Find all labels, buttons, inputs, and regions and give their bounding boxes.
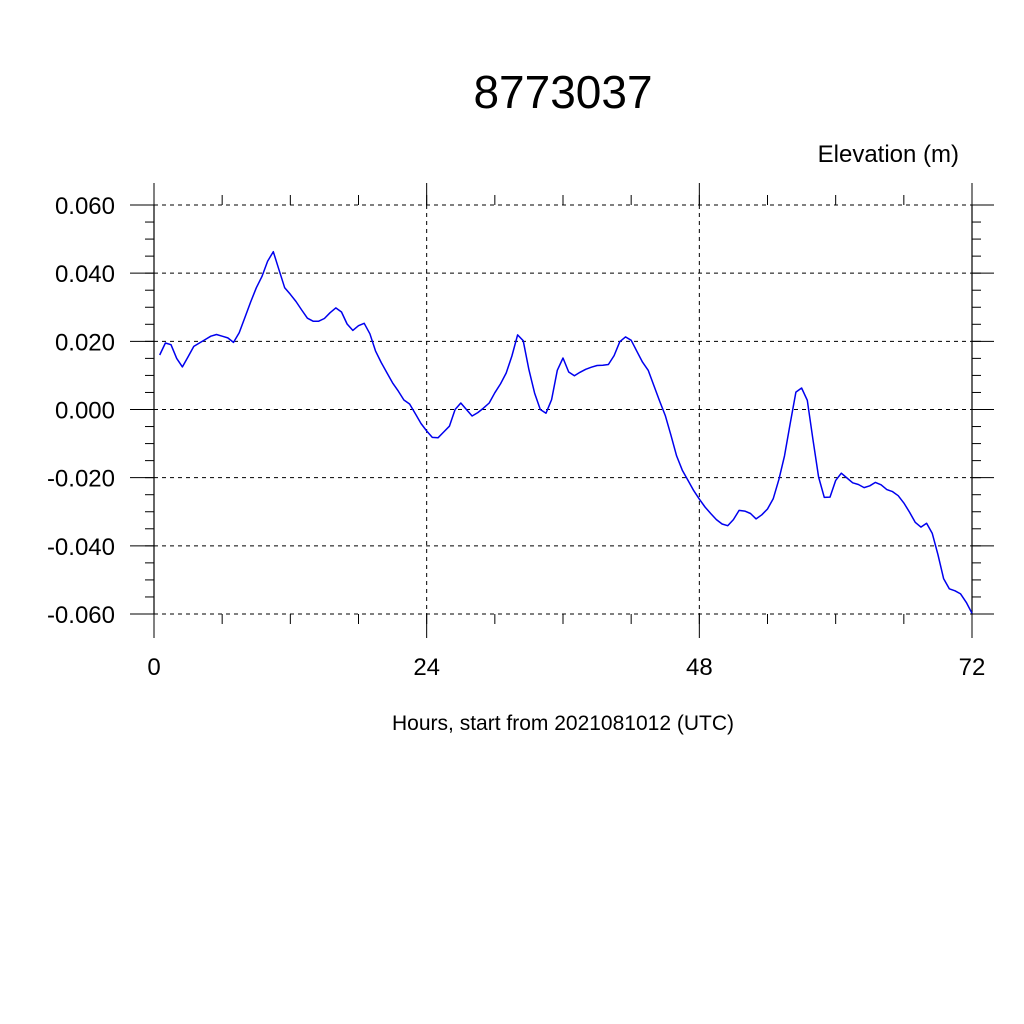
x-tick-label: 24 [413, 654, 440, 681]
x-tick-label: 72 [959, 654, 986, 681]
y-tick-label: -0.040 [47, 534, 115, 561]
y-axis-units-label: Elevation (m) [818, 141, 959, 168]
x-axis-label: Hours, start from 2021081012 (UTC) [392, 712, 734, 735]
y-tick-label: -0.020 [47, 466, 115, 493]
series-layer [159, 250, 973, 614]
plot-frame [153, 205, 973, 614]
x-tick-label: 0 [147, 654, 160, 681]
y-tick-label: 0.040 [55, 261, 115, 288]
axis-ticks [130, 183, 994, 638]
y-tick-label: 0.060 [55, 193, 115, 220]
x-tick-label: 48 [686, 654, 713, 681]
y-tick-label: 0.000 [55, 398, 115, 425]
tick-labels: 0.060 0.040 0.020 0.000 -0.020 -0.040 -0.060 0 2… [47, 193, 985, 681]
chart-title: 8773037 [473, 66, 652, 118]
y-tick-label: 0.020 [55, 329, 115, 356]
elevation-series-line [159, 250, 973, 614]
y-tick-label: -0.060 [47, 602, 115, 629]
